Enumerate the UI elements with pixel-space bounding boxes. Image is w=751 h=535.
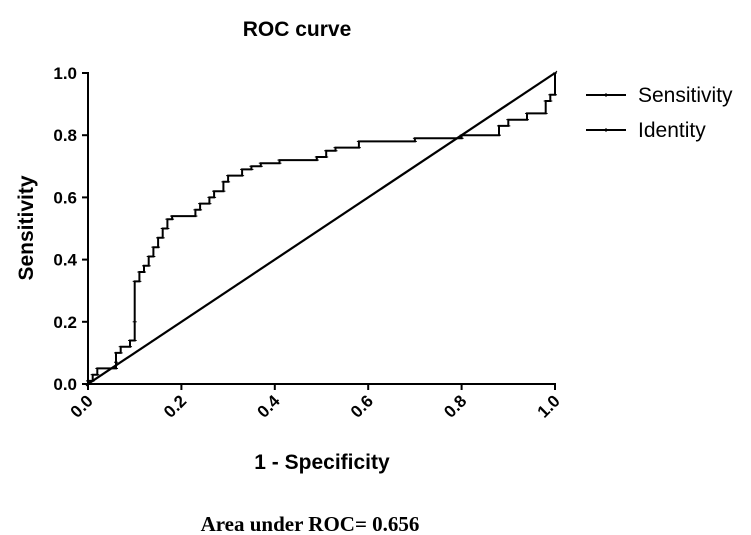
identity-point: [474, 122, 480, 128]
identity-point: [264, 262, 270, 268]
identity-point: [373, 189, 379, 195]
identity-point: [272, 257, 278, 262]
identity-point: [163, 329, 169, 335]
identity-point: [319, 226, 324, 231]
identity-point: [93, 376, 99, 382]
identity-point: [155, 334, 161, 340]
identity-point: [342, 210, 348, 216]
identity-point: [249, 272, 254, 278]
identity-point: [482, 117, 488, 123]
identity-point: [326, 220, 332, 226]
plot-area: 0.0 0.2 0.4 0.6 0.8 1.0 0.0 0.2 0.4 0.6 0.8 1.0: [53, 64, 563, 422]
identity-point: [443, 143, 449, 148]
identity-point: [101, 371, 106, 376]
identity-point: [529, 86, 535, 91]
identity-point: [116, 360, 122, 366]
legend-label-sensitivity: Sensitivity: [638, 84, 733, 107]
x-tick-label: 0.8: [440, 391, 470, 421]
identity-point: [420, 158, 426, 164]
identity-point: [467, 127, 472, 133]
x-tick-label: 1.0: [534, 391, 564, 421]
identity-point: [365, 195, 371, 200]
chart-title: ROC curve: [243, 18, 352, 41]
series-line-sensitivity: [87, 73, 556, 384]
identity-point: [537, 81, 542, 86]
identity-point: [498, 106, 503, 112]
y-tick-label: 0.0: [53, 375, 77, 394]
identity-point: [194, 309, 200, 314]
identity-point: [140, 345, 145, 351]
x-axis-title: 1 - Specificity: [254, 451, 390, 474]
identity-point: [124, 355, 130, 361]
identity-point: [358, 200, 363, 205]
identity-point: [490, 112, 496, 117]
identity-point: [552, 70, 558, 76]
identity-point: [412, 163, 418, 169]
identity-point: [233, 283, 239, 288]
identity-point: [241, 277, 247, 283]
identity-point: [202, 303, 208, 309]
identity-point: [396, 174, 402, 180]
x-tick-label: 0.0: [67, 391, 97, 421]
identity-point: [311, 231, 317, 237]
identity-point: [544, 75, 550, 81]
x-tick-label: 0.4: [253, 391, 284, 422]
identity-point: [334, 215, 340, 221]
identity-point: [256, 267, 262, 273]
identity-point: [451, 138, 457, 143]
y-tick-label: 1.0: [53, 64, 77, 83]
identity-point: [108, 366, 114, 371]
auc-annotation: Area under ROC= 0.656: [201, 512, 420, 535]
y-tick-label: 0.8: [53, 126, 77, 145]
y-tick-label: 0.2: [53, 313, 77, 332]
y-tick-label: 0.6: [53, 188, 77, 207]
identity-point: [280, 252, 285, 257]
identity-point: [505, 101, 511, 107]
legend-label-identity: Identity: [638, 119, 706, 142]
identity-point: [303, 236, 309, 242]
x-tick-label: 0.2: [160, 391, 190, 421]
identity-point: [389, 179, 394, 185]
legend: Sensitivity Identity: [586, 84, 733, 142]
identity-point: [435, 148, 441, 154]
identity-point: [210, 298, 215, 304]
identity-point: [186, 314, 192, 319]
identity-point: [217, 293, 223, 299]
identity-point: [459, 132, 464, 138]
identity-point: [288, 246, 293, 252]
identity-point: [85, 381, 91, 387]
identity-point: [521, 91, 527, 97]
identity-point: [295, 241, 301, 247]
identity-point: [350, 205, 355, 211]
identity-point: [225, 288, 231, 294]
identity-point: [147, 340, 153, 345]
identity-point: [428, 153, 433, 159]
x-tick-label: 0.6: [347, 391, 377, 421]
y-tick-label: 0.4: [53, 251, 77, 270]
identity-point: [513, 96, 519, 102]
identity-point: [179, 319, 184, 325]
identity-point: [381, 184, 387, 190]
identity-point: [132, 350, 138, 356]
y-axis-title: Sensitivity: [15, 175, 38, 280]
identity-point: [404, 169, 410, 174]
identity-point: [171, 324, 176, 330]
